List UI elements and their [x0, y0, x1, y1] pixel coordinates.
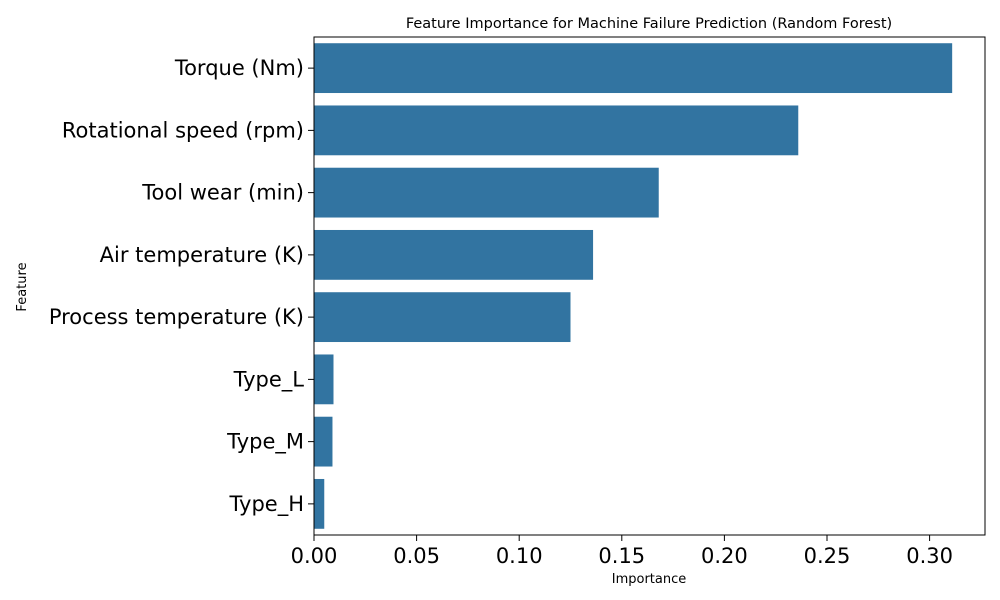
y-tick-label: Process temperature (K): [49, 305, 304, 329]
chart-title: Feature Importance for Machine Failure P…: [406, 16, 892, 32]
bar-air-temperature-k: [314, 229, 594, 280]
y-axis-label: Feature: [15, 262, 30, 311]
x-tick-label: 0.05: [393, 544, 440, 568]
y-tick-label: Tool wear (min): [141, 181, 304, 205]
bar-type-h: [314, 478, 325, 529]
bar-torque-nm: [314, 43, 953, 94]
y-tick-label: Air temperature (K): [100, 243, 304, 267]
x-tick-label: 0.00: [291, 544, 338, 568]
y-axis-ticks: Torque (Nm) Rotational speed (rpm) Tool we…: [49, 56, 314, 517]
x-tick-label: 0.20: [701, 544, 748, 568]
y-tick-label: Rotational speed (rpm): [62, 118, 304, 142]
x-tick-label: 0.30: [906, 544, 953, 568]
bar-type-m: [314, 416, 333, 467]
bars-group: [314, 43, 953, 529]
y-tick-label: Type_L: [233, 367, 305, 392]
bar-tool-wear-min: [314, 167, 659, 218]
bar-type-l: [314, 354, 334, 405]
y-tick-label: Type_H: [228, 492, 304, 517]
bar-process-temperature-k: [314, 292, 571, 343]
y-tick-label: Torque (Nm): [174, 56, 304, 80]
x-tick-label: 0.15: [598, 544, 645, 568]
x-tick-label: 0.10: [496, 544, 543, 568]
x-axis-label: Importance: [612, 572, 687, 587]
x-tick-label: 0.25: [804, 544, 851, 568]
y-tick-label: Type_M: [226, 430, 304, 455]
plot-frame: [313, 36, 986, 536]
x-axis-ticks: 0.00 0.05 0.10 0.15 0.20 0.25 0.30: [291, 535, 953, 568]
bar-rotational-speed-rpm: [314, 105, 799, 156]
axes-frame: [313, 36, 986, 536]
